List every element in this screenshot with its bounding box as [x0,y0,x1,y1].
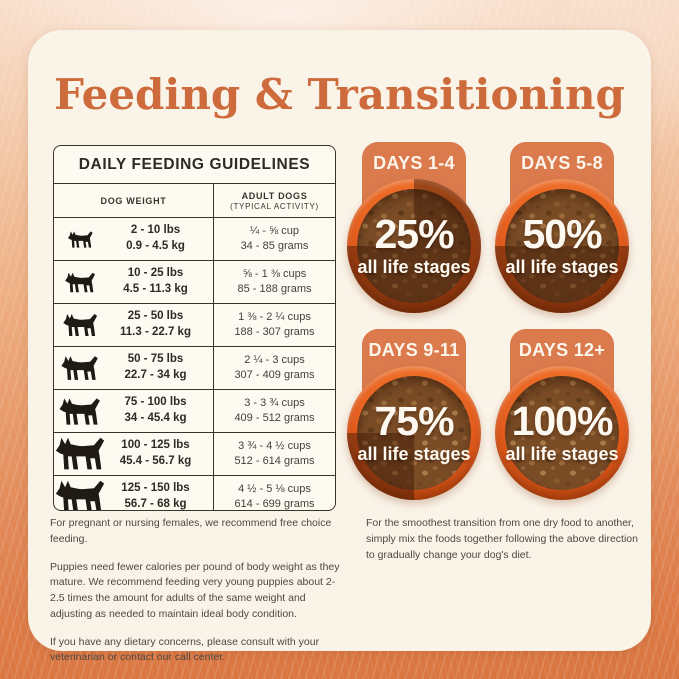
mix-ratio-overlay [347,179,481,313]
table-title: DAILY FEEDING GUIDELINES [54,146,335,184]
kibble-bowl: 50% all life stages [495,179,629,313]
amount-grams: 34 - 85 grams [240,240,309,252]
weight-lbs: 50 - 75 lbs [127,353,184,366]
days-label: DAYS 12+ [518,340,606,360]
dog-icon [54,435,106,472]
note-dietary-concerns: If you have any dietary concerns, please… [50,635,320,664]
kibble-texture [505,376,619,490]
amount-cups: 3 ¾ - 4 ½ cups [238,439,311,452]
life-stages-label: all life stages [357,444,471,465]
note-transition: For the smoothest transition from one dr… [366,517,638,561]
amount-cups: 3 - 3 ¾ cups [244,396,305,409]
kibble-bowl: 100% all life stages [495,366,629,500]
transition-step-4: DAYS 12+ 100% all life stages [484,329,640,505]
kibble-texture [357,376,471,490]
table-row: 100 - 125 lbs 45.4 - 56.7 kg 3 ¾ - 4 ½ cu… [54,433,335,476]
dog-icon [54,396,106,427]
dog-icon [54,271,106,294]
transition-step-1: DAYS 1-4 25% all life stages [336,142,492,318]
dog-icon [54,312,106,338]
amount-cups: 1 ⅜ - 2 ¼ cups [238,310,311,323]
transition-step-2: DAYS 5-8 50% all life stages [484,142,640,318]
weight-lbs: 2 - 10 lbs [130,224,181,237]
kibble-texture [357,189,471,303]
dog-icon [54,230,106,249]
infographic-card: Feeding & Transitioning DAILY FEEDING GU… [28,30,651,663]
page-title: Feeding & Transitioning [54,70,625,119]
amount-grams: 614 - 699 grams [234,498,315,510]
days-label: DAYS 9-11 [368,340,460,360]
life-stages-label: all life stages [505,257,619,278]
percent-label: 100% [511,398,614,445]
weight-kg: 0.9 - 4.5 kg [126,240,185,252]
amount-grams: 188 - 307 grams [234,326,315,338]
weight-lbs: 25 - 50 lbs [127,310,184,323]
weight-lbs: 75 - 100 lbs [124,396,187,409]
table-row: 50 - 75 lbs 22.7 - 34 kg 2 ¼ - 3 cups 307 … [54,347,335,390]
life-stages-label: all life stages [505,444,619,465]
amount-grams: 85 - 188 grams [237,283,312,295]
transition-step-3: DAYS 9-11 75% all life stages [336,329,492,505]
note-puppies: Puppies need fewer calories per pound of… [50,560,340,620]
note-free-choice: For pregnant or nursing females, we reco… [50,517,332,545]
mix-ratio-overlay [495,366,629,500]
feeding-guidelines-table: DAILY FEEDING GUIDELINES DOG WEIGHT ADUL… [53,145,336,511]
weight-kg: 4.5 - 11.3 kg [123,283,188,295]
weight-kg: 56.7 - 68 kg [124,498,187,510]
weight-kg: 34 - 45.4 kg [124,412,187,424]
days-label: DAYS 5-8 [521,153,603,173]
weight-kg: 45.4 - 56.7 kg [119,455,192,467]
percent-label: 75% [374,398,454,445]
amount-cups: ⅝ - 1 ⅜ cups [242,267,307,280]
table-row: 75 - 100 lbs 34 - 45.4 kg 3 - 3 ¾ cups 409… [54,390,335,433]
feeding-notes: For pregnant or nursing females, we reco… [50,516,348,678]
weight-lbs: 125 - 150 lbs [121,482,190,495]
mix-ratio-overlay [495,179,629,313]
table-row: 125 - 150 lbs 56.7 - 68 kg 4 ½ - 5 ⅛ cups… [54,476,335,510]
table-row: 25 - 50 lbs 11.3 - 22.7 kg 1 ⅜ - 2 ¼ cups… [54,304,335,347]
percent-label: 25% [374,211,454,258]
kibble-bowl: 25% all life stages [347,179,481,313]
weight-lbs: 100 - 125 lbs [121,439,190,452]
amount-grams: 512 - 614 grams [234,455,315,467]
dog-icon [54,354,106,382]
percent-label: 50% [522,211,602,258]
transition-notes: For the smoothest transition from one dr… [366,516,640,575]
column-header-dog-weight: DOG WEIGHT [54,184,214,217]
weight-kg: 11.3 - 22.7 kg [120,326,191,338]
mix-ratio-overlay [347,366,481,500]
table-row: 2 - 10 lbs 0.9 - 4.5 kg ¼ - ⅝ cup 34 - 85 … [54,218,335,261]
weight-kg: 22.7 - 34 kg [124,369,187,381]
table-header-row: DOG WEIGHT ADULT DOGS (TYPICAL ACTIVITY) [54,184,335,218]
kibble-bowl: 75% all life stages [347,366,481,500]
kibble-texture [505,189,619,303]
amount-cups: 2 ¼ - 3 cups [244,353,305,366]
weight-lbs: 10 - 25 lbs [127,267,184,280]
amount-grams: 409 - 512 grams [234,412,315,424]
dog-icon [54,478,106,510]
table-row: 10 - 25 lbs 4.5 - 11.3 kg ⅝ - 1 ⅜ cups 85 … [54,261,335,304]
column-header-adult-dogs: ADULT DOGS (TYPICAL ACTIVITY) [230,190,319,211]
amount-cups: ¼ - ⅝ cup [250,224,299,237]
amount-cups: 4 ½ - 5 ⅛ cups [238,482,311,495]
amount-grams: 307 - 409 grams [234,369,315,381]
days-label: DAYS 1-4 [373,153,455,173]
life-stages-label: all life stages [357,257,471,278]
